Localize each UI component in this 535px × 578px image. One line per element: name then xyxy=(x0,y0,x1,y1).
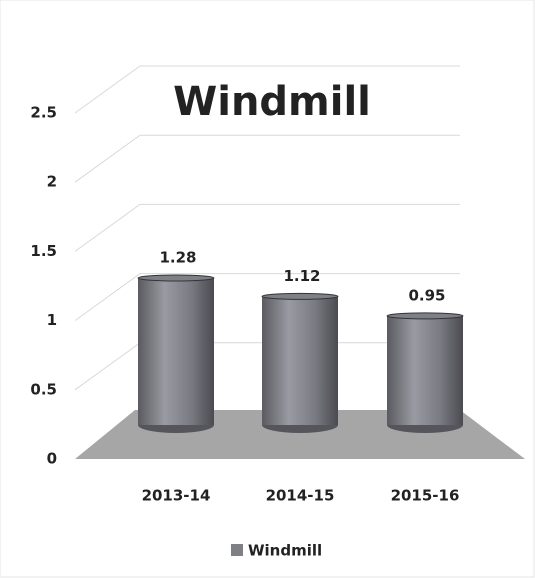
x-tick-label: 2013-14 xyxy=(142,487,211,505)
legend-swatch xyxy=(231,544,243,556)
grid-line xyxy=(74,134,460,183)
bar-top xyxy=(261,292,339,300)
value-label: 0.95 xyxy=(408,286,445,304)
bar-top xyxy=(386,312,464,320)
y-tick-label: 2 xyxy=(47,173,57,191)
grid-line xyxy=(74,203,460,252)
y-tick-label: 2.5 xyxy=(30,104,57,122)
legend-label: Windmill xyxy=(248,542,322,560)
y-tick-label: 0.5 xyxy=(30,380,57,398)
grid-line xyxy=(74,273,460,322)
value-label: 1.28 xyxy=(159,248,196,266)
value-label: 1.12 xyxy=(283,267,320,285)
y-tick-label: 0 xyxy=(47,450,57,468)
bar xyxy=(387,315,463,425)
x-tick-label: 2014-15 xyxy=(266,487,335,505)
x-tick-label: 2015-16 xyxy=(391,487,460,505)
bar xyxy=(262,296,338,425)
y-tick-label: 1 xyxy=(47,311,57,329)
bar-top xyxy=(137,274,215,282)
bar xyxy=(138,277,214,425)
grid-line xyxy=(74,65,460,114)
chart-title: Windmill xyxy=(173,79,371,125)
y-tick-label: 1.5 xyxy=(30,242,57,260)
